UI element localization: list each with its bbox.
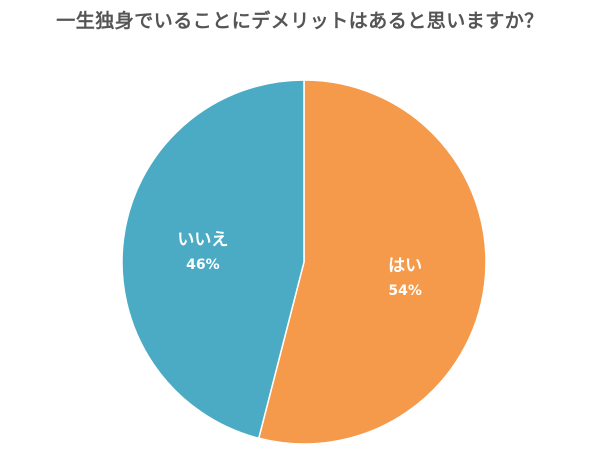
pie-slices bbox=[121, 79, 487, 445]
pie-labels: はい 54% いいえ 46% bbox=[177, 230, 422, 299]
slice-label-yes: はい bbox=[388, 256, 422, 276]
slice-value-yes: 54% bbox=[388, 283, 422, 299]
pie-slice-no bbox=[121, 79, 305, 440]
slice-value-no: 46% bbox=[186, 257, 220, 273]
pie-slice-yes bbox=[257, 79, 487, 445]
slice-label-no: いいえ bbox=[177, 230, 228, 250]
chart-title: 一生独身でいることにデメリットはあると思いますか？ bbox=[56, 10, 544, 32]
